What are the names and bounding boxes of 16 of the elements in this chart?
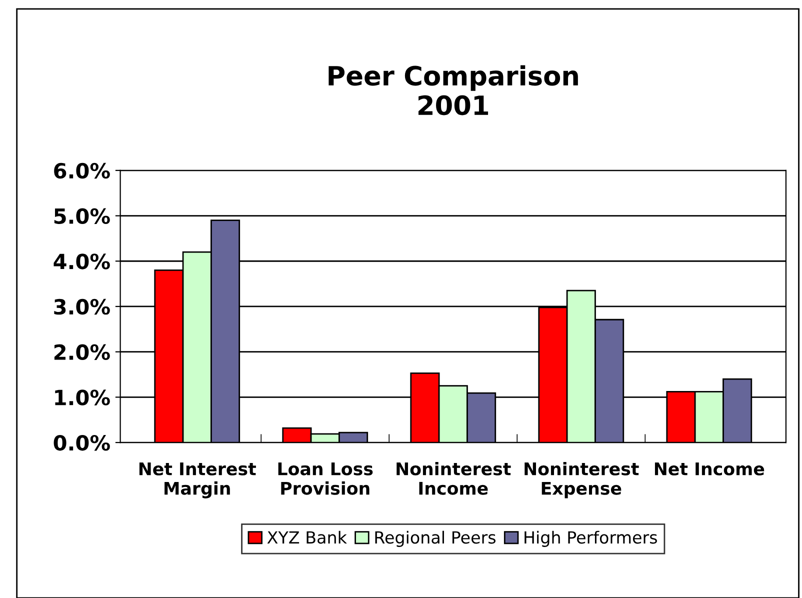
- legend-label: XYZ Bank: [267, 530, 347, 544]
- y-tick-label: 4.0%: [54, 254, 110, 270]
- y-tick-label: 0.0%: [54, 434, 110, 451]
- x-tick-label: Net Income: [654, 462, 764, 476]
- y-tick-label: 5.0%: [54, 208, 110, 224]
- y-tick-label: 6.0%: [54, 162, 110, 179]
- y-tick-label: 1.0%: [55, 390, 110, 406]
- x-tick-label: Noninterest Income: [396, 462, 511, 495]
- chart-title: Peer Comparison 2001: [328, 65, 578, 116]
- y-tick-label: 2.0%: [54, 344, 110, 360]
- x-tick-label: Noninterest Expense: [524, 462, 639, 498]
- x-tick-label: Loan Loss Provision: [278, 462, 373, 495]
- legend-label: High Performers: [524, 530, 657, 547]
- y-tick-label: 3.0%: [54, 298, 110, 315]
- legend-label: Regional Peers: [375, 530, 496, 547]
- x-tick-label: Net Interest Margin: [139, 462, 256, 498]
